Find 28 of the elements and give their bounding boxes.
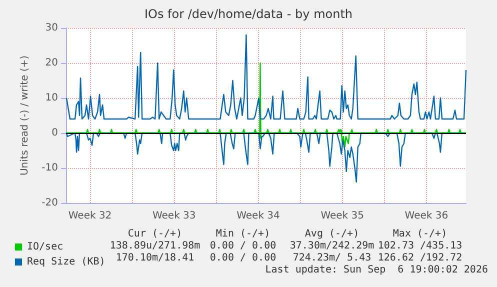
y-tick-label: 20: [45, 58, 58, 68]
text: 724.23m/ 5.43: [292, 252, 372, 264]
legend-label: IO/sec: [27, 242, 64, 252]
y-tick-label: 0: [52, 128, 58, 138]
x-tick-label: Week 35: [320, 210, 364, 222]
x-tick-label: Week 36: [404, 210, 448, 222]
text: Last update: Sun Sep 6 19:00:02 2026: [265, 264, 488, 276]
text: 126.62 /192.72: [378, 252, 462, 264]
text: 0.00 / 0.00: [210, 240, 276, 252]
text: Max (-/+): [392, 228, 448, 240]
x-tick-label: Week 34: [236, 210, 280, 222]
text: 102.73 /435.13: [378, 240, 462, 252]
text: 138.89u/271.98m: [110, 240, 200, 252]
text: 170.10m/18.41: [116, 252, 194, 264]
y-tick-label: -10: [42, 162, 58, 174]
text: Avg (-/+): [304, 228, 360, 240]
legend-label: Req Size (KB): [27, 256, 106, 268]
text: Cur (-/+): [128, 228, 182, 240]
y-tick-label: -20: [42, 198, 58, 208]
x-tick-label: Week 33: [152, 210, 196, 222]
text: 0.00 / 0.00: [210, 252, 276, 264]
y-axis-title: Units read (-) / write (+): [20, 55, 30, 176]
text: 37.30m/242.29m: [290, 240, 374, 252]
y-tick-label: 10: [45, 92, 58, 104]
x-tick-label: Week 32: [68, 210, 112, 222]
chart-title: IOs for /dev/home/data - by month: [144, 7, 353, 21]
text: Min (-/+): [216, 228, 270, 240]
y-tick-label: 30: [45, 22, 58, 34]
